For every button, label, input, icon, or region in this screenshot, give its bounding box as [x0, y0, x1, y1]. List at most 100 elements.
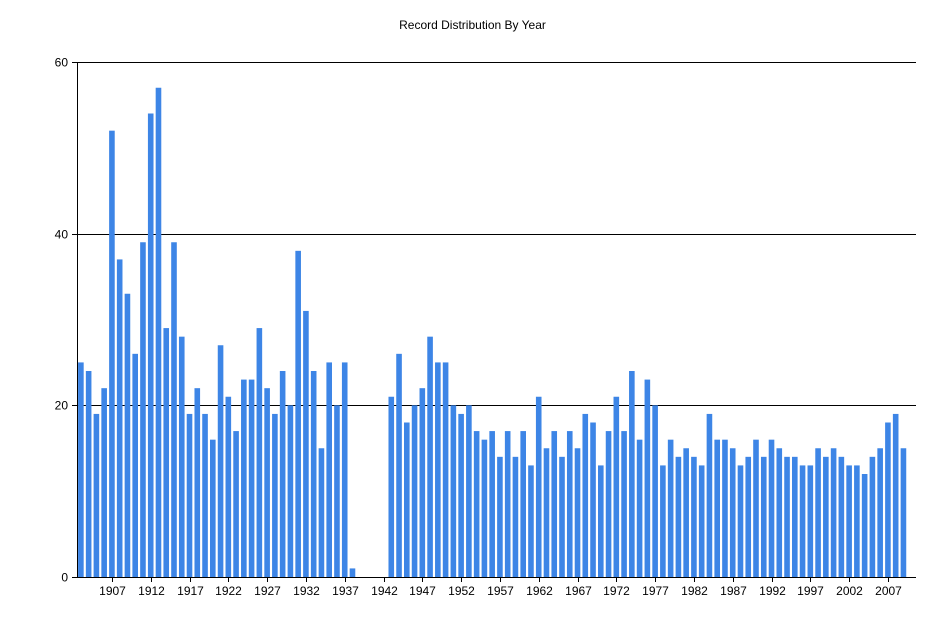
x-tick-label: 1947 — [409, 584, 436, 598]
bar — [388, 396, 395, 577]
bar — [458, 413, 464, 577]
bar — [155, 87, 162, 577]
bar — [163, 328, 170, 577]
bar — [326, 362, 332, 577]
bar — [629, 371, 635, 577]
bar — [210, 439, 216, 577]
bar — [698, 465, 705, 577]
bar — [621, 431, 627, 577]
x-tick-label: 1957 — [487, 584, 514, 598]
bar — [900, 448, 907, 577]
bar — [473, 431, 480, 577]
bar — [838, 456, 845, 577]
bar — [745, 456, 752, 577]
bar — [815, 448, 821, 577]
bar — [706, 413, 713, 577]
bar — [466, 405, 472, 577]
x-tick-label: 1937 — [332, 584, 359, 598]
bar — [613, 396, 620, 577]
bar — [691, 456, 697, 577]
bar — [830, 448, 837, 577]
bar — [435, 362, 441, 577]
bar — [450, 405, 457, 577]
bar — [497, 456, 503, 577]
bar — [419, 388, 426, 577]
bar — [341, 362, 348, 577]
bar — [396, 353, 402, 577]
y-tick-label: 60 — [55, 56, 69, 70]
bar — [411, 405, 418, 577]
y-tick-label: 40 — [55, 228, 69, 242]
x-tick-label: 1972 — [603, 584, 630, 598]
x-tick-label: 1917 — [177, 584, 204, 598]
gridlines — [77, 62, 916, 406]
bar — [442, 362, 449, 577]
bar — [644, 379, 651, 577]
x-tick-label: 1992 — [759, 584, 786, 598]
bar — [760, 456, 767, 577]
x-tick-label: 1942 — [371, 584, 398, 598]
x-tick-label: 1982 — [681, 584, 708, 598]
bar — [892, 413, 899, 577]
x-tick-label: 1977 — [642, 584, 669, 598]
bar — [869, 456, 876, 577]
chart-title: Record Distribution By Year — [399, 18, 546, 32]
bar — [101, 388, 107, 577]
bar — [667, 439, 674, 577]
bar — [287, 405, 294, 577]
bar — [404, 422, 410, 577]
x-tick-label: 2007 — [875, 584, 902, 598]
bar — [78, 362, 84, 577]
bar — [202, 413, 208, 577]
bar — [729, 448, 736, 577]
bar — [132, 353, 138, 577]
x-tick-label: 1922 — [215, 584, 242, 598]
bar — [799, 465, 806, 577]
bar — [605, 431, 612, 577]
bar — [256, 328, 263, 577]
bar — [520, 431, 526, 577]
bar — [528, 465, 534, 577]
bar — [233, 431, 239, 577]
x-tick-label: 1967 — [565, 584, 592, 598]
bar — [807, 465, 814, 577]
bar — [279, 371, 286, 577]
bar — [768, 439, 775, 577]
x-axis-ticks: 1907 1912 1917 1922 1927 1932 1937 1942 1947 1952… — [99, 577, 902, 598]
bar — [861, 474, 868, 577]
bar — [582, 413, 589, 577]
bar — [147, 113, 154, 577]
bar — [574, 448, 581, 577]
bar — [295, 250, 301, 577]
bar — [194, 388, 201, 577]
axes — [77, 62, 916, 578]
bar — [217, 345, 224, 577]
x-tick-label: 1987 — [720, 584, 747, 598]
bar — [535, 396, 542, 577]
bar — [318, 448, 325, 577]
bar — [543, 448, 550, 577]
bar — [823, 456, 829, 577]
bar — [854, 465, 860, 577]
bar — [566, 431, 573, 577]
bar — [427, 336, 433, 577]
bar — [124, 293, 131, 577]
bar — [846, 465, 852, 577]
bar — [590, 422, 596, 577]
bar — [776, 448, 783, 577]
bar — [310, 371, 317, 577]
x-tick-label: 1927 — [254, 584, 281, 598]
bar — [481, 439, 488, 577]
bar — [116, 259, 123, 577]
bar — [109, 130, 115, 578]
bar — [264, 388, 270, 577]
bar — [241, 379, 247, 577]
bar — [349, 568, 356, 577]
bar — [334, 405, 340, 577]
bar — [93, 413, 100, 577]
bar — [598, 465, 604, 577]
x-tick-label: 1952 — [448, 584, 475, 598]
y-tick-label: 0 — [61, 571, 68, 585]
y-tick-label: 20 — [55, 399, 69, 413]
